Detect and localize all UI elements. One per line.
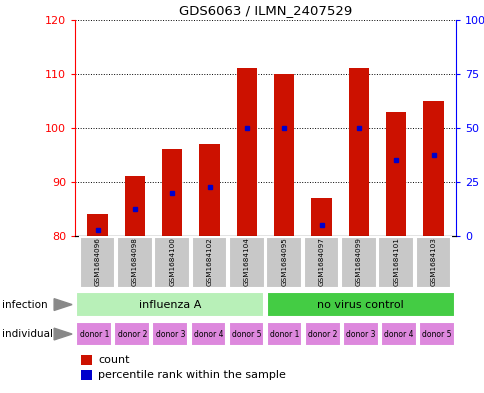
- Text: donor 5: donor 5: [421, 330, 451, 338]
- Text: donor 2: donor 2: [307, 330, 337, 338]
- Bar: [266, 321, 302, 347]
- Text: donor 1: donor 1: [79, 330, 109, 338]
- Bar: [273, 73, 294, 236]
- Bar: [415, 237, 451, 288]
- Text: donor 4: donor 4: [193, 330, 223, 338]
- Bar: [191, 237, 227, 288]
- Bar: [423, 101, 443, 236]
- Text: donor 2: donor 2: [117, 330, 147, 338]
- Bar: [385, 112, 406, 236]
- Bar: [81, 370, 91, 380]
- Bar: [266, 237, 302, 288]
- Text: percentile rank within the sample: percentile rank within the sample: [98, 370, 285, 380]
- Text: infection: infection: [2, 299, 48, 310]
- Text: no virus control: no virus control: [317, 299, 403, 310]
- Bar: [418, 321, 454, 347]
- Bar: [199, 144, 219, 236]
- Text: GSM1684104: GSM1684104: [243, 237, 249, 286]
- Bar: [154, 237, 190, 288]
- Bar: [76, 292, 264, 317]
- Text: donor 1: donor 1: [269, 330, 299, 338]
- Bar: [76, 321, 112, 347]
- Text: donor 5: donor 5: [231, 330, 261, 338]
- Text: GSM1684103: GSM1684103: [430, 237, 436, 286]
- Bar: [228, 237, 264, 288]
- Text: GSM1684098: GSM1684098: [132, 237, 137, 286]
- Bar: [162, 149, 182, 236]
- Bar: [380, 321, 416, 347]
- Bar: [228, 321, 264, 347]
- Bar: [304, 321, 340, 347]
- Bar: [340, 237, 376, 288]
- Text: influenza A: influenza A: [139, 299, 201, 310]
- Text: GSM1684101: GSM1684101: [393, 237, 398, 286]
- Bar: [81, 355, 91, 365]
- Bar: [303, 237, 339, 288]
- Bar: [190, 321, 226, 347]
- Bar: [348, 68, 368, 236]
- Text: donor 3: donor 3: [155, 330, 185, 338]
- Bar: [124, 176, 145, 236]
- Title: GDS6063 / ILMN_2407529: GDS6063 / ILMN_2407529: [179, 4, 351, 17]
- Bar: [236, 68, 257, 236]
- Bar: [152, 321, 188, 347]
- Text: GSM1684097: GSM1684097: [318, 237, 324, 286]
- Text: individual: individual: [2, 329, 53, 339]
- Bar: [342, 321, 378, 347]
- Polygon shape: [54, 328, 72, 340]
- Bar: [311, 198, 331, 236]
- Text: GSM1684100: GSM1684100: [169, 237, 175, 286]
- Bar: [87, 214, 107, 236]
- Text: donor 3: donor 3: [345, 330, 375, 338]
- Text: count: count: [98, 355, 129, 365]
- Text: GSM1684096: GSM1684096: [94, 237, 100, 286]
- Text: GSM1684095: GSM1684095: [281, 237, 287, 286]
- Text: GSM1684102: GSM1684102: [206, 237, 212, 286]
- Bar: [266, 292, 454, 317]
- Bar: [378, 237, 413, 288]
- Bar: [79, 237, 115, 288]
- Text: GSM1684099: GSM1684099: [355, 237, 361, 286]
- Bar: [114, 321, 150, 347]
- Bar: [117, 237, 152, 288]
- Text: donor 4: donor 4: [383, 330, 413, 338]
- Polygon shape: [54, 299, 72, 310]
